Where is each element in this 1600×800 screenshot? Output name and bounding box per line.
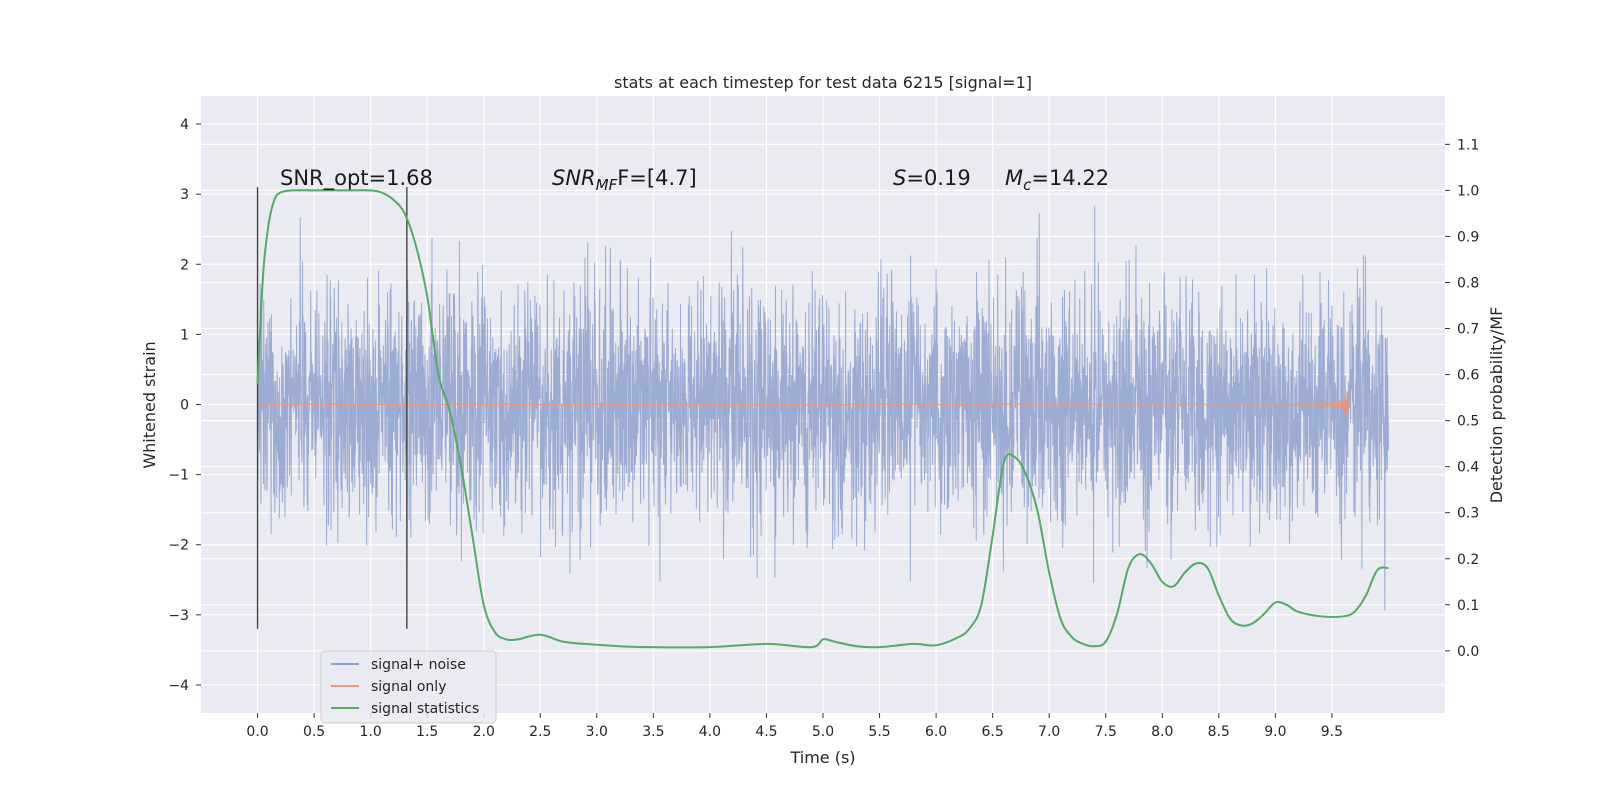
y2-tick-label-2: 0.2	[1457, 552, 1479, 568]
annotation-s-main: S	[893, 166, 906, 190]
x-tick-label-17: 8.5	[1208, 724, 1230, 740]
legend-label-1: signal only	[371, 679, 446, 695]
y-axis-title: Whitened strain	[140, 341, 159, 468]
y2-tick-label-7: 0.7	[1457, 322, 1479, 338]
annotation-snr-mf-rest: F=[4.7]	[617, 166, 696, 190]
x-tick-label-10: 5.0	[812, 724, 834, 740]
y-tick-label-2: −2	[168, 538, 189, 554]
y-tick-label-7: 3	[180, 187, 189, 203]
annotation-s-rest: =0.19	[906, 166, 970, 190]
y-tick-label-4: 0	[180, 398, 189, 414]
x-tick-label-15: 7.5	[1095, 724, 1117, 740]
annotation-mc-main: M	[1005, 166, 1023, 190]
y2-tick-label-0: 0.0	[1457, 644, 1479, 660]
x-tick-label-0: 0.0	[246, 724, 268, 740]
vertical-markers	[256, 187, 408, 629]
annotation-snr-mf-main: SNR	[552, 166, 596, 190]
annotation-mc: Mc=14.22	[1005, 166, 1109, 194]
annotation-snr-mf: SNRMFF=[4.7]	[552, 166, 697, 194]
annotation-s: S=0.19	[893, 166, 971, 190]
annotation-mc-sub: c	[1023, 176, 1032, 194]
y2-tick-label-8: 0.8	[1457, 275, 1479, 291]
x-tick-label-14: 7.0	[1038, 724, 1060, 740]
y-tick-label-5: 1	[180, 327, 189, 343]
annotation-mc-rest: =14.22	[1031, 166, 1109, 190]
y-axis-ticks: −4 −3 −2 −1 0 1 2 3 4	[168, 117, 201, 694]
y2-tick-label-3: 0.3	[1457, 506, 1479, 522]
y2-tick-label-9: 0.9	[1457, 229, 1479, 245]
x-tick-label-1: 0.5	[303, 724, 325, 740]
statistics-trace	[256, 189, 1389, 649]
legend-label-0: signal+ noise	[371, 657, 466, 673]
x-tick-label-8: 4.0	[699, 724, 721, 740]
x-tick-label-7: 3.5	[642, 724, 664, 740]
x-tick-label-13: 6.5	[982, 724, 1004, 740]
x-tick-label-6: 3.0	[586, 724, 608, 740]
y2-tick-label-1: 0.1	[1457, 598, 1479, 614]
y2-axis-ticks: 0.0 0.1 0.2 0.3 0.4 0.5 0.6 0.7 0.8 0.9 1.0 1.1	[1445, 137, 1479, 660]
y2-tick-label-5: 0.5	[1457, 414, 1479, 430]
y-tick-label-8: 4	[180, 117, 189, 133]
legend-box	[320, 650, 497, 724]
y2-tick-label-4: 0.4	[1457, 460, 1479, 476]
x-tick-label-4: 2.0	[473, 724, 495, 740]
x-tick-label-2: 1.0	[360, 724, 382, 740]
chart-title: stats at each timestep for test data 621…	[614, 73, 1032, 92]
x-tick-label-5: 2.5	[529, 724, 551, 740]
x-tick-label-19: 9.5	[1321, 724, 1343, 740]
x-tick-label-11: 5.5	[868, 724, 890, 740]
x-axis-ticks: 0.0 0.5 1.0 1.5 2.0 2.5 3.0 3.5 4.0 4.5 5.0 5.5 6.0 6…	[246, 713, 1343, 740]
annotation-snr-mf-sub: MF	[596, 176, 618, 194]
x-tick-label-3: 1.5	[416, 724, 438, 740]
y-tick-label-0: −4	[168, 678, 189, 694]
y2-axis-title: Detection probability/MF	[1487, 307, 1506, 504]
y2-tick-label-6: 0.6	[1457, 368, 1479, 384]
y-tick-label-6: 2	[180, 257, 189, 273]
x-tick-label-16: 8.0	[1151, 724, 1173, 740]
x-tick-label-18: 9.0	[1264, 724, 1286, 740]
signal-trace	[257, 391, 1350, 418]
y-tick-label-3: −1	[168, 468, 189, 484]
series-signal-statistics	[256, 189, 1389, 649]
y-tick-label-1: −3	[168, 608, 189, 624]
x-tick-label-12: 6.0	[925, 724, 947, 740]
legend-label-2: signal statistics	[371, 701, 479, 717]
legend: signal+ noise signal only signal statist…	[320, 650, 497, 724]
y2-tick-label-11: 1.1	[1457, 137, 1479, 153]
y2-tick-label-10: 1.0	[1457, 183, 1479, 199]
x-axis-title: Time (s)	[789, 748, 855, 767]
annotation-snr-opt: SNR_opt=1.68	[280, 166, 433, 191]
series-signal-only	[257, 391, 1350, 418]
x-tick-label-9: 4.5	[755, 724, 777, 740]
